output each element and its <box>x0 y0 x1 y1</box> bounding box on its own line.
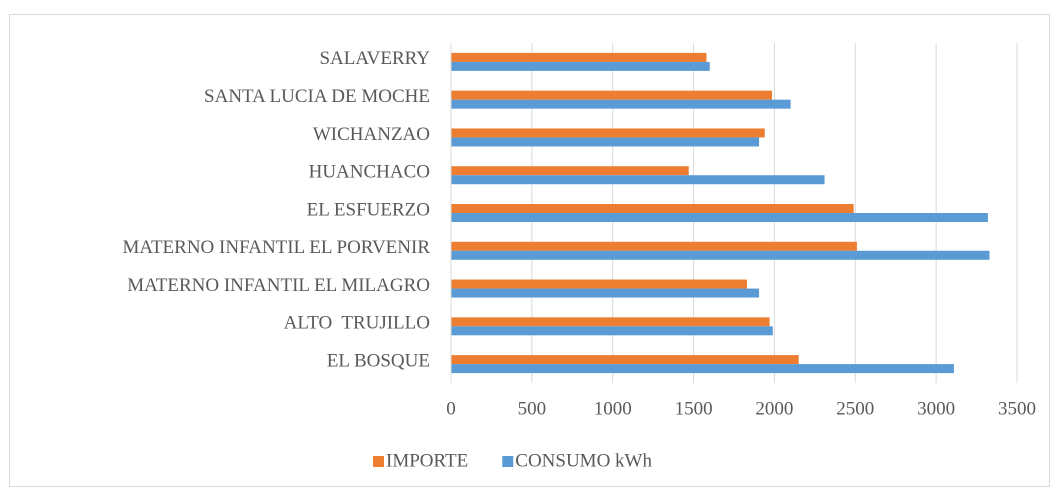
y-tick-label: MATERNO INFANTIL EL MILAGRO <box>127 275 430 296</box>
bar <box>451 137 760 147</box>
bar <box>451 204 854 213</box>
bar <box>451 250 990 260</box>
bar <box>451 288 760 298</box>
bar <box>451 90 773 100</box>
bar <box>451 166 689 176</box>
bar <box>451 355 799 365</box>
legend-swatch <box>373 456 384 467</box>
y-tick-label: MATERNO INFANTIL EL PORVENIR <box>122 237 430 258</box>
legend-label: IMPORTE <box>386 450 468 471</box>
legend-swatch <box>502 456 514 467</box>
x-tick-label: 2500 <box>836 398 874 419</box>
bar <box>451 52 707 62</box>
x-tick-label: 3500 <box>998 398 1036 419</box>
bar <box>451 317 770 327</box>
x-tick-label: 0 <box>446 398 456 419</box>
x-tick-label: 500 <box>518 398 547 419</box>
bar <box>451 279 747 289</box>
bar <box>451 364 954 374</box>
bar <box>451 128 765 138</box>
bar <box>451 213 988 222</box>
y-tick-label: ALTO TRUJILLO <box>284 313 430 334</box>
bar <box>451 61 710 71</box>
bar <box>451 326 773 336</box>
bar <box>451 175 825 185</box>
x-tick-label: 1500 <box>675 398 713 419</box>
y-tick-label: EL ESFUERZO <box>307 199 430 220</box>
x-tick-label: 1000 <box>594 398 632 419</box>
y-tick-label: SALAVERRY <box>319 48 430 69</box>
y-tick-label: HUANCHACO <box>309 162 430 183</box>
x-tick-label: 2000 <box>755 398 793 419</box>
legend-label: CONSUMO kWh <box>515 450 652 471</box>
bar <box>451 241 857 251</box>
x-tick-label: 3000 <box>917 398 955 419</box>
bar <box>451 99 791 109</box>
y-tick-label: EL BOSQUE <box>327 350 430 371</box>
y-tick-label: SANTA LUCIA DE MOCHE <box>204 86 430 107</box>
y-tick-label: WICHANZAO <box>313 124 430 145</box>
